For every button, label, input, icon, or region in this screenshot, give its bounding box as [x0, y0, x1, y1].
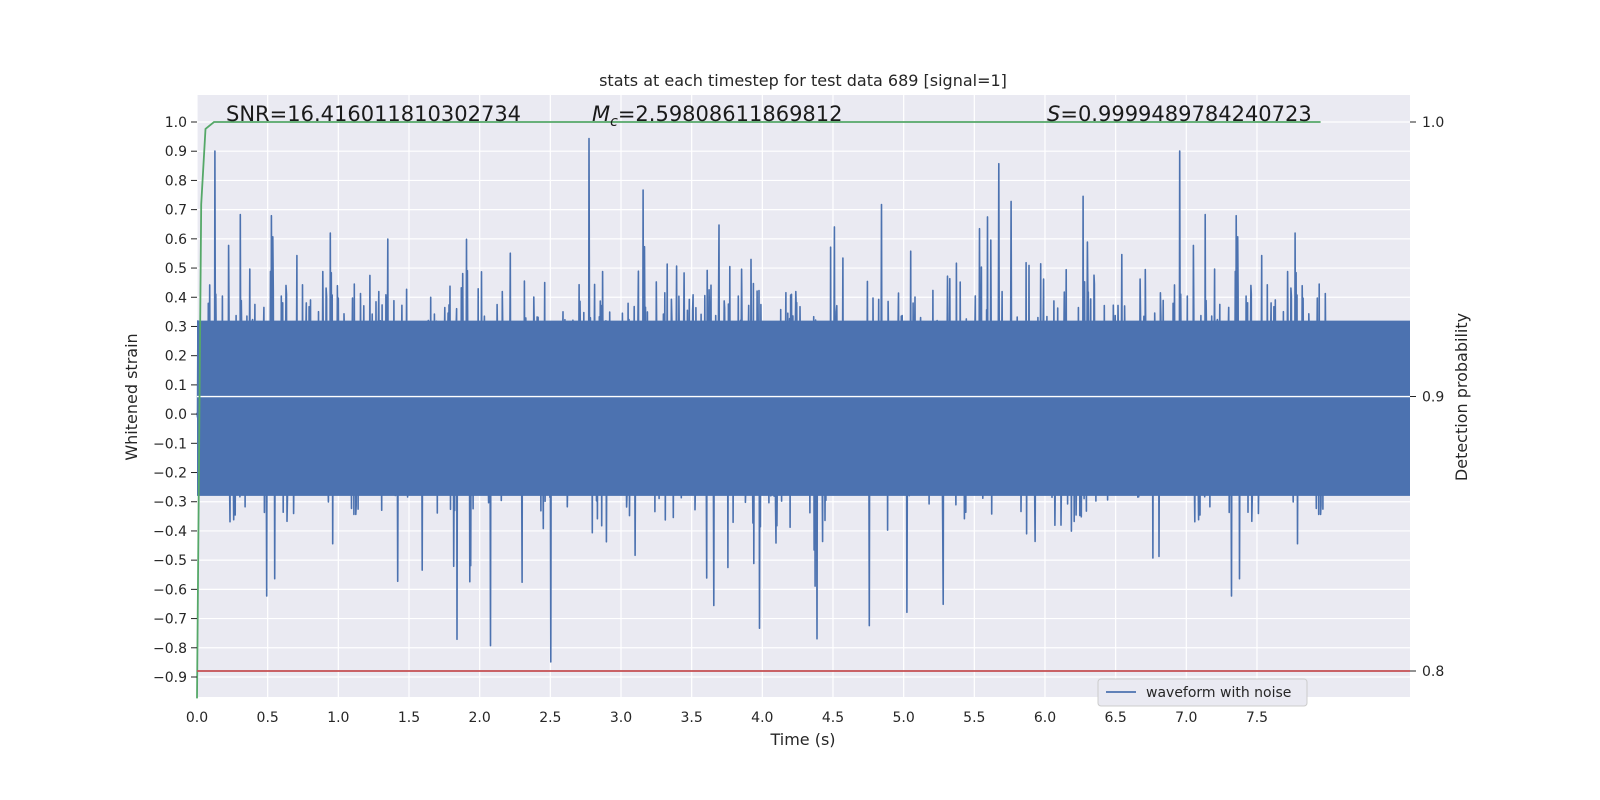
y-tick-label: −0.3	[153, 495, 187, 511]
y2-axis-label: Detection probability	[1452, 313, 1471, 481]
x-tick-label: 1.0	[327, 710, 349, 726]
chirp-mass-symbol: M	[592, 102, 610, 126]
x-axis-ticks: 0.0 0.5 1.0 1.5 2.0 2.5 3.0 3.5 4.0 4.5 5.0 5.5 6.0 6…	[186, 710, 1268, 726]
y-tick-label: −0.1	[153, 436, 187, 452]
x-tick-label: 0.0	[186, 710, 208, 726]
y-tick-label: −0.5	[153, 553, 187, 569]
x-tick-label: 5.5	[963, 710, 985, 726]
y-tick-label: −0.4	[153, 524, 187, 540]
x-axis-label: Time (s)	[769, 730, 835, 749]
waveform-dense-band	[197, 320, 1410, 496]
detection-probability-series	[196, 121, 1321, 699]
x-tick-label: 2.0	[469, 710, 491, 726]
y2-tick-label: 0.9	[1422, 390, 1444, 406]
x-tick-label: 0.5	[257, 710, 279, 726]
x-tick-label: 4.0	[751, 710, 773, 726]
x-tick-label: 6.5	[1105, 710, 1127, 726]
chirp-mass-value: =2.59808611869812	[618, 102, 843, 126]
x-tick-label: 7.0	[1175, 710, 1197, 726]
y-tick-label: 0.1	[165, 378, 187, 394]
y-tick-label: −0.2	[153, 466, 187, 482]
y-axis-label: Whitened strain	[122, 333, 141, 460]
y-tick-label: 0.2	[165, 349, 187, 365]
y-tick-label: −0.7	[153, 612, 187, 628]
y2-tick-label: 1.0	[1422, 115, 1444, 131]
y2-axis-ticks: 1.0 0.9 0.8	[1410, 115, 1444, 680]
x-tick-label: 2.5	[539, 710, 561, 726]
x-tick-label: 5.0	[893, 710, 915, 726]
y-tick-label: 0.0	[165, 407, 187, 423]
y-tick-label: 0.8	[165, 173, 187, 189]
legend-box	[1097, 678, 1308, 707]
y-tick-label: 0.5	[165, 261, 187, 277]
x-tick-label: 3.5	[681, 710, 703, 726]
x-tick-label: 4.5	[822, 710, 844, 726]
detection-score-annotation: S=0.9999489784240723	[1047, 102, 1312, 126]
waveform-series	[196, 137, 1410, 663]
y-tick-label: 0.7	[165, 203, 187, 219]
chirp-mass-subscript: c	[610, 114, 618, 130]
detection-probability-line	[196, 121, 1321, 699]
y-axis-ticks: 1.0 0.9 0.8 0.7 0.6 0.5 0.4 0.3 0.2 0.1 0.0 −0.1 −0.…	[153, 115, 197, 686]
legend-label-waveform: waveform with noise	[1146, 685, 1291, 701]
y-tick-label: 0.3	[165, 319, 187, 335]
y-tick-label: −0.9	[153, 670, 187, 686]
x-tick-label: 6.0	[1034, 710, 1056, 726]
detection-score-value: =0.9999489784240723	[1060, 102, 1311, 126]
snr-annotation: SNR=16.416011810302734	[226, 102, 521, 126]
x-tick-label: 1.5	[398, 710, 420, 726]
y-tick-label: −0.6	[153, 582, 187, 598]
y-tick-label: 1.0	[165, 115, 187, 131]
y-tick-label: −0.8	[153, 641, 187, 657]
x-tick-label: 3.0	[610, 710, 632, 726]
y-tick-label: 0.4	[165, 290, 187, 306]
y-tick-label: 0.9	[165, 144, 187, 160]
y2-tick-label: 0.8	[1422, 664, 1444, 680]
detection-score-symbol: S	[1047, 102, 1060, 126]
legend: waveform with noise	[1097, 678, 1308, 707]
chart-title: stats at each timestep for test data 689…	[599, 71, 1007, 90]
chirp-mass-annotation: Mc=2.59808611869812	[592, 102, 843, 130]
x-tick-label: 7.5	[1246, 710, 1268, 726]
y-tick-label: 0.6	[165, 232, 187, 248]
